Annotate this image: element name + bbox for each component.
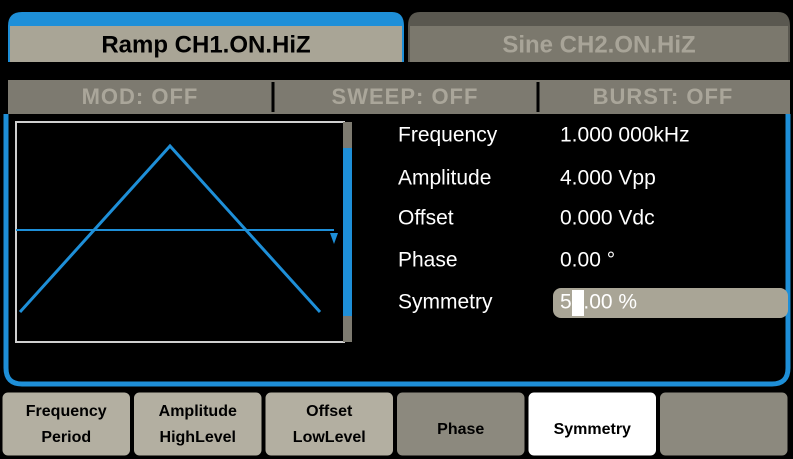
param-value: 50.00 %: [560, 291, 637, 314]
param-label: Phase: [398, 249, 458, 272]
softkey-label: LowLevel: [293, 429, 366, 446]
sweep-status: SWEEP: OFF: [332, 84, 479, 109]
scrollbar-thumb: [343, 148, 352, 316]
param-label: Offset: [398, 207, 454, 230]
param-label: Frequency: [398, 124, 498, 147]
param-value: 0.00 °: [560, 249, 615, 272]
mod-status: MOD: OFF: [82, 84, 199, 109]
param-value: 1.000 000kHz: [560, 124, 690, 147]
softkey-label: HighLevel: [160, 429, 236, 446]
softkey-label: Phase: [437, 421, 484, 438]
softkey[interactable]: [2, 392, 131, 456]
softkey[interactable]: [265, 392, 394, 456]
softkey-label: Period: [41, 429, 91, 446]
param-value: 4.000 Vpp: [560, 167, 656, 190]
softkey[interactable]: [660, 392, 789, 456]
param-label: Amplitude: [398, 167, 491, 190]
softkey-label: Symmetry: [554, 421, 631, 438]
ch2-tab-label: Sine CH2.ON.HiZ: [502, 31, 695, 58]
burst-status: BURST: OFF: [593, 84, 734, 109]
softkey-label: Frequency: [26, 403, 107, 420]
softkey-label: Amplitude: [159, 403, 237, 420]
ch1-tab-label: Ramp CH1.ON.HiZ: [101, 31, 310, 58]
param-label: Symmetry: [398, 291, 493, 314]
softkey[interactable]: [134, 392, 263, 456]
screen: Ramp CH1.ON.HiZ Sine CH2.ON.HiZ MOD: OFF…: [0, 0, 793, 459]
softkey-label: Offset: [306, 403, 353, 420]
param-value: 0.000 Vdc: [560, 207, 655, 230]
